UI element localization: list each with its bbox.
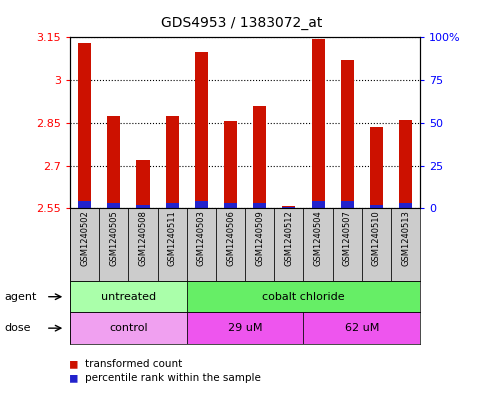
Text: GSM1240510: GSM1240510 [372,211,381,266]
Text: GSM1240507: GSM1240507 [343,211,352,266]
Bar [370,205,383,208]
FancyBboxPatch shape [70,208,99,281]
Text: GSM1240506: GSM1240506 [226,211,235,266]
Bar [399,203,412,208]
Text: GSM1240502: GSM1240502 [80,211,89,266]
Bar [253,106,266,208]
Bar [283,207,296,208]
Text: GSM1240508: GSM1240508 [139,211,147,266]
Bar [312,39,325,208]
Text: percentile rank within the sample: percentile rank within the sample [85,373,260,383]
Text: GSM1240504: GSM1240504 [313,211,323,266]
Text: GSM1240513: GSM1240513 [401,211,410,266]
Bar [195,51,208,208]
Bar [341,202,354,208]
Bar [136,205,150,208]
Bar [78,202,91,208]
Bar [283,206,296,208]
FancyBboxPatch shape [128,208,157,281]
FancyBboxPatch shape [99,208,128,281]
Bar [399,120,412,208]
FancyBboxPatch shape [216,208,245,281]
Bar [107,116,120,208]
Bar [224,203,237,208]
Text: transformed count: transformed count [85,358,182,369]
Bar [166,203,179,208]
Bar [166,116,179,208]
FancyBboxPatch shape [187,312,303,344]
Bar [107,203,120,208]
FancyBboxPatch shape [157,208,187,281]
Bar [224,121,237,208]
Text: dose: dose [5,323,31,333]
Text: 62 uM: 62 uM [345,323,379,333]
Text: GSM1240503: GSM1240503 [197,211,206,266]
Bar [312,202,325,208]
FancyBboxPatch shape [391,208,420,281]
Bar [370,127,383,208]
FancyBboxPatch shape [362,208,391,281]
Text: GSM1240512: GSM1240512 [284,211,293,266]
Text: cobalt chloride: cobalt chloride [262,292,345,302]
Text: GDS4953 / 1383072_at: GDS4953 / 1383072_at [161,16,322,30]
Text: control: control [109,323,148,333]
FancyBboxPatch shape [274,208,303,281]
Text: untreated: untreated [101,292,156,302]
FancyBboxPatch shape [245,208,274,281]
FancyBboxPatch shape [70,281,187,312]
Bar [195,202,208,208]
Bar [136,160,150,208]
Text: ■: ■ [70,357,78,370]
FancyBboxPatch shape [333,208,362,281]
FancyBboxPatch shape [187,208,216,281]
Text: GSM1240509: GSM1240509 [255,211,264,266]
Bar [253,203,266,208]
Text: agent: agent [5,292,37,302]
FancyBboxPatch shape [303,312,420,344]
Bar [341,60,354,208]
FancyBboxPatch shape [70,312,187,344]
FancyBboxPatch shape [303,208,333,281]
Bar [78,43,91,208]
Text: 29 uM: 29 uM [228,323,262,333]
Text: GSM1240511: GSM1240511 [168,211,177,266]
FancyBboxPatch shape [187,281,420,312]
Text: GSM1240505: GSM1240505 [109,211,118,266]
Text: ■: ■ [70,371,78,385]
